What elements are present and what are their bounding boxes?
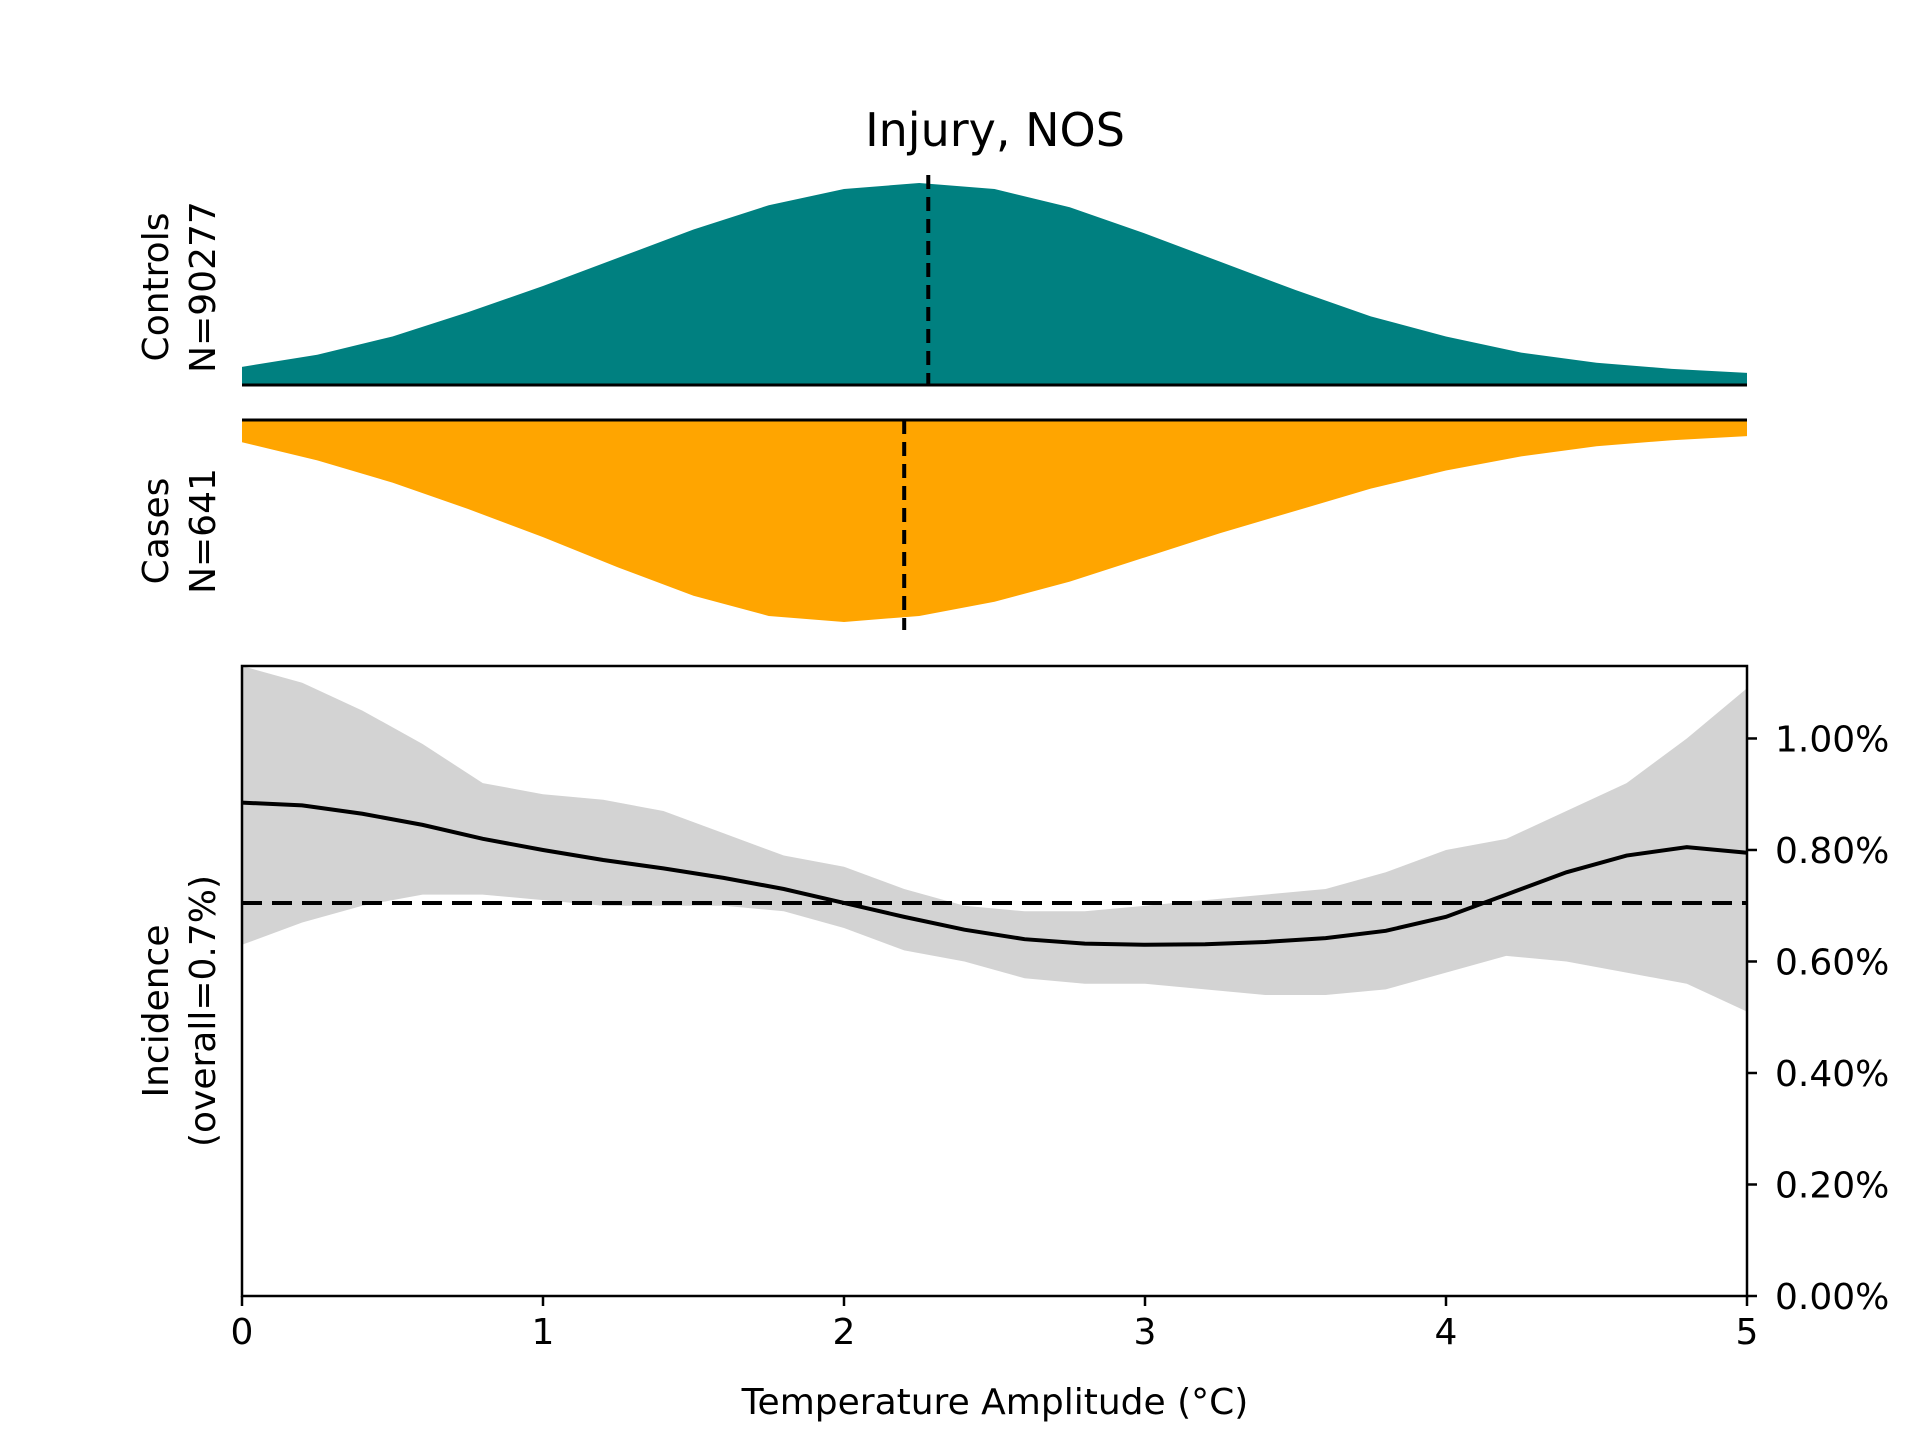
cases-density-area — [242, 420, 1747, 622]
controls-density-area — [242, 183, 1747, 385]
x-axis-label: Temperature Amplitude (°C) — [741, 1382, 1249, 1423]
x-axis-ticks: 0 1 2 3 4 5 — [231, 1296, 1759, 1353]
x-tick-label: 4 — [1435, 1312, 1458, 1353]
controls-panel: Controls N=90277 — [136, 175, 1747, 387]
y-tick-label: 1.00% — [1775, 719, 1889, 760]
x-tick-label: 2 — [833, 1312, 856, 1353]
y-tick-label: 0.20% — [1775, 1165, 1889, 1206]
x-tick-label: 0 — [231, 1312, 254, 1353]
y-tick-label: 0.40% — [1775, 1054, 1889, 1095]
controls-count-label: N=90277 — [183, 201, 224, 373]
controls-label: Controls — [136, 213, 177, 362]
x-tick-label: 1 — [532, 1312, 555, 1353]
incidence-plot-frame — [240, 664, 1749, 1298]
y-tick-label: 0.00% — [1775, 1277, 1889, 1318]
x-tick-label: 3 — [1134, 1312, 1157, 1353]
x-tick-label: 5 — [1736, 1312, 1759, 1353]
y-axis-ticks: 0.00% 0.20% 0.40% 0.60% 0.80% 1.00% — [1747, 719, 1889, 1318]
chart-title: Injury, NOS — [865, 103, 1125, 157]
y-axis-label: Incidence — [136, 925, 177, 1098]
y-axis-label-overall: (overall=0.7%) — [183, 875, 224, 1147]
incidence-panel: 0 1 2 3 4 5 0.00% 0.20% 0.40% 0.60% 0.80% 1.00% Te… — [136, 664, 1889, 1423]
y-tick-label: 0.60% — [1775, 942, 1889, 983]
y-tick-label: 0.80% — [1775, 831, 1889, 872]
cases-label: Cases — [136, 478, 177, 585]
cases-count-label: N=641 — [183, 468, 224, 594]
incidence-estimate-line — [241, 800, 1748, 947]
cases-panel: Cases N=641 — [136, 418, 1747, 630]
confidence-band — [242, 666, 1747, 1012]
